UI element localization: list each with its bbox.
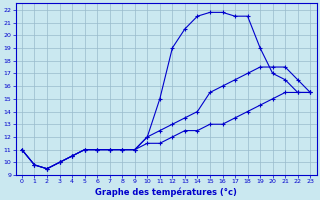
- X-axis label: Graphe des températures (°c): Graphe des températures (°c): [95, 187, 237, 197]
